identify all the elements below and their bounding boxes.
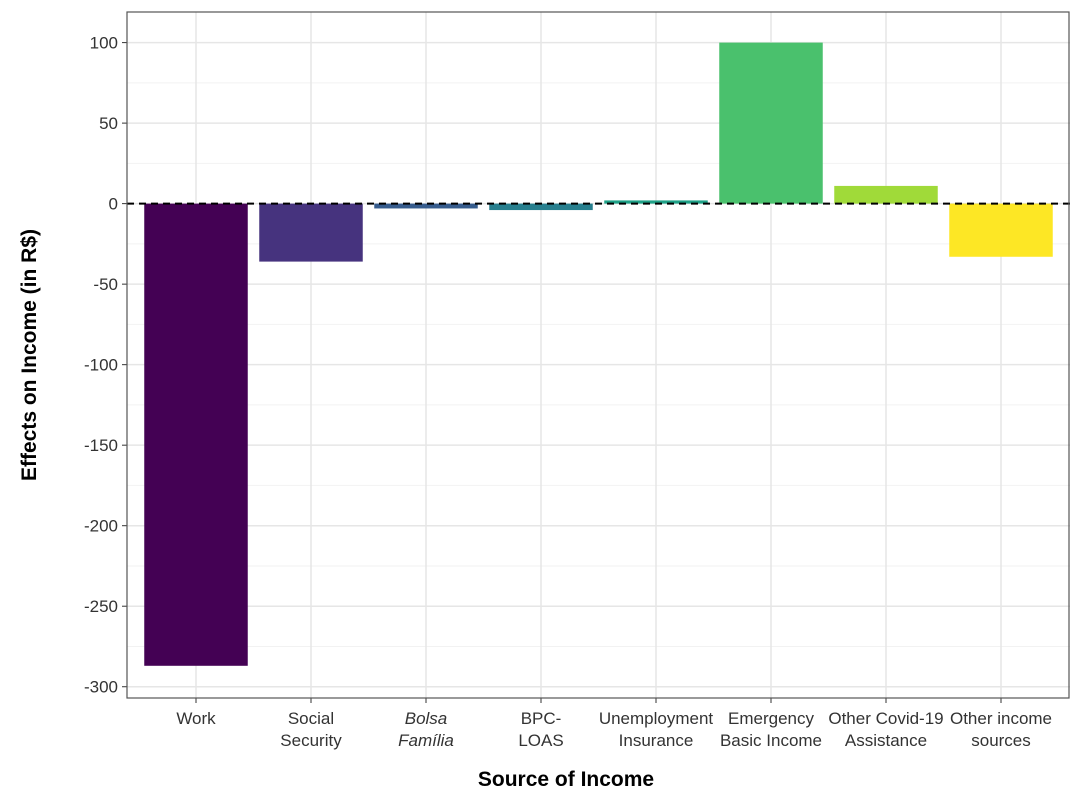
y-tick-label: -200 <box>84 517 118 536</box>
x-tick-label: Unemployment <box>599 709 714 728</box>
bar <box>949 203 1053 257</box>
y-tick-label: 0 <box>109 195 118 214</box>
x-tick-label: Basic Income <box>720 731 822 750</box>
y-tick-label: -100 <box>84 356 118 375</box>
x-axis-title: Source of Income <box>478 768 654 791</box>
bar <box>259 203 363 262</box>
x-tick-label: BPC- <box>521 709 562 728</box>
x-tick-label: Insurance <box>619 731 694 750</box>
bar <box>834 185 938 204</box>
y-tick-label: 100 <box>90 34 118 53</box>
x-tick-label: Other income <box>950 709 1052 728</box>
bar <box>489 203 593 211</box>
bar <box>604 200 708 204</box>
y-tick-label: -300 <box>84 678 118 697</box>
x-tick-label: sources <box>971 731 1031 750</box>
x-tick-label: Assistance <box>845 731 927 750</box>
x-tick-label: Work <box>176 709 216 728</box>
x-tick-label: Emergency <box>728 709 814 728</box>
x-tick-label: LOAS <box>518 731 563 750</box>
y-tick-label: -150 <box>84 436 118 455</box>
y-tick-label: -250 <box>84 597 118 616</box>
bar <box>719 42 823 204</box>
panel-border <box>126 11 1070 699</box>
x-tick-label: Security <box>280 731 342 750</box>
bar <box>374 203 478 209</box>
bar <box>144 203 248 666</box>
x-tick-label: Família <box>398 731 454 750</box>
y-tick-label: 50 <box>99 114 118 133</box>
x-tick-label: Bolsa <box>405 709 448 728</box>
x-tick-label: Social <box>288 709 334 728</box>
y-axis-title: Effects on Income (in R$) <box>18 229 41 481</box>
y-tick-label: -50 <box>93 275 118 294</box>
x-tick-label: Other Covid-19 <box>828 709 943 728</box>
